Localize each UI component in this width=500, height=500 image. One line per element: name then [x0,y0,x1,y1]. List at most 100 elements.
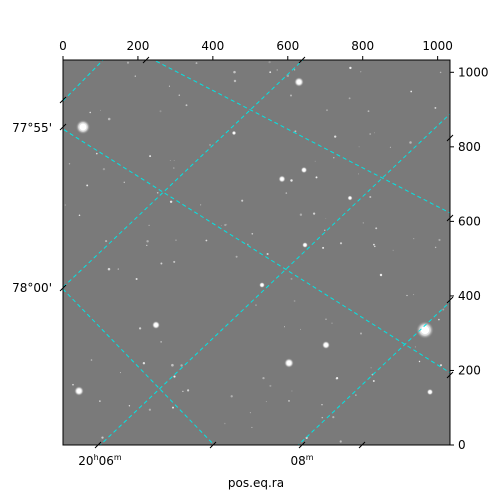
faint-star [220,225,222,227]
faint-star [128,405,131,407]
faint-star [294,130,297,133]
world-tick [446,214,454,222]
faint-star [235,255,238,258]
faint-star [290,277,293,280]
ra-label-2: 08m [290,453,313,468]
bright-star [324,343,328,347]
faint-star [195,62,198,65]
pixel-y-axis: 0 200 400 600 800 1000 [450,65,489,452]
faint-star [410,90,413,93]
faint-star [439,71,442,74]
faint-star [373,243,375,246]
faint-star [413,238,415,240]
faint-star [99,400,101,402]
faint-star [160,341,162,343]
faint-star [187,389,190,392]
top-tick-label: 0 [59,39,67,53]
faint-star [105,240,108,243]
faint-star [233,70,236,74]
bright-star [303,243,307,247]
faint-star [159,110,162,113]
faint-star [102,167,106,171]
bright-star [302,168,306,172]
grid-line [63,128,450,374]
faint-star [101,436,104,439]
faint-star [335,376,339,380]
right-tick-label: 600 [458,214,481,228]
top-tick-label: 200 [126,39,149,53]
faint-star [72,383,74,386]
faint-star [169,160,171,161]
faint-star [438,238,441,242]
faint-star [379,273,383,277]
faint-star [172,406,174,409]
top-tick-label: 800 [351,39,374,53]
faint-star [321,404,323,406]
faint-star [374,245,376,248]
faint-star [334,135,337,138]
world-tick [59,123,67,131]
faint-star [289,94,293,97]
faint-star [359,332,363,335]
faint-star [299,213,303,216]
faint-star [358,146,360,148]
faint-star [224,422,226,425]
faint-star [414,346,416,348]
top-tick-label: 1000 [422,39,453,53]
faint-star [138,327,142,330]
bright-star [154,323,158,327]
faint-star [293,69,296,71]
world-tick [446,134,454,142]
right-tick-label: 800 [458,140,481,154]
bright-star [286,360,292,366]
faint-star [438,318,440,321]
faint-star [288,400,290,402]
faint-star [160,262,163,265]
world-tick [59,284,67,292]
faint-star [349,66,352,70]
faint-star [230,395,233,398]
faint-star [418,360,421,363]
bright-star [79,123,87,131]
bright-star [76,388,82,394]
faint-star [362,222,364,224]
faint-star [241,199,244,202]
world-tick [446,371,454,379]
faint-star [269,71,272,74]
faint-star [265,401,267,403]
faint-star [208,143,212,146]
faint-star [333,157,335,159]
faint-star [247,243,249,245]
faint-star [205,239,208,242]
world-tick [446,296,454,304]
faint-star [315,176,318,179]
top-tick-label: 400 [201,39,224,53]
sky-image [63,60,450,445]
faint-star [173,167,175,169]
faint-star [99,109,102,111]
plot-frame [62,59,451,446]
faint-star [322,246,325,249]
world-tick [358,441,366,449]
grid-line [63,288,215,445]
bright-star [348,196,352,200]
faint-star [146,244,148,247]
faint-star [269,384,272,387]
faint-star [291,390,293,392]
faint-star [290,179,293,182]
bright-star [232,131,236,135]
faint-star [348,97,351,100]
faint-star [107,267,111,271]
faint-star [180,364,183,367]
world-tick [94,441,102,449]
faint-star [374,132,375,134]
faint-star [117,268,119,270]
top-tick-label: 600 [276,39,299,53]
faint-star [321,416,324,419]
faint-star [107,117,111,121]
faint-star [312,212,316,215]
grid-line [99,113,450,445]
faint-star [406,294,408,297]
faint-star [226,223,228,225]
faint-star [360,71,362,73]
